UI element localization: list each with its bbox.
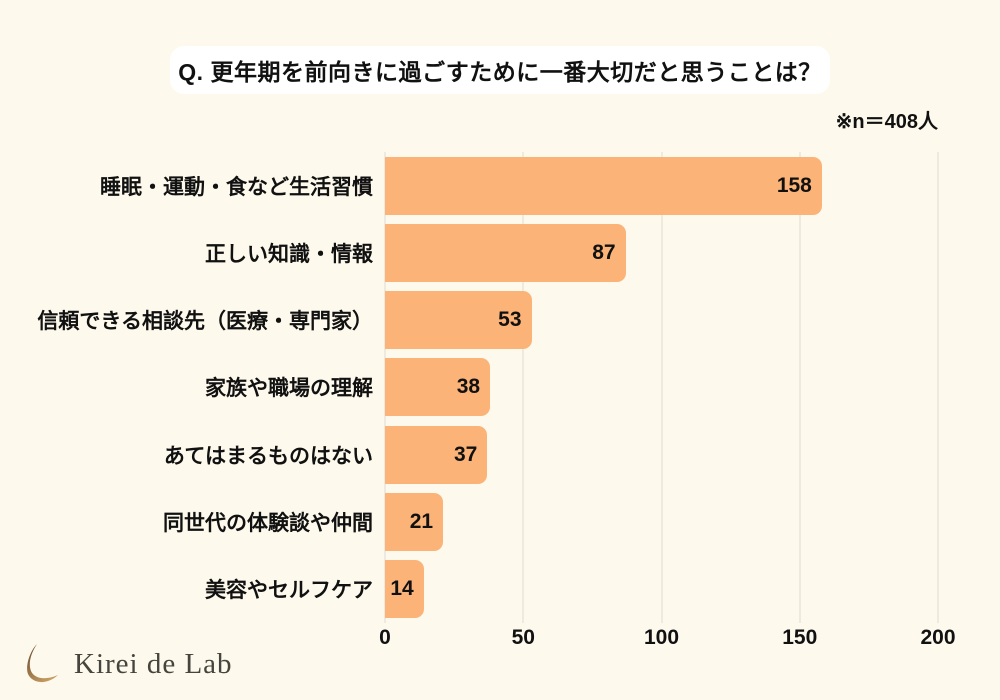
category-label: 家族や職場の理解 bbox=[205, 377, 373, 401]
bar-3: 38 bbox=[385, 358, 491, 417]
bar-value-label: 87 bbox=[592, 240, 616, 264]
bar-0: 158 bbox=[385, 156, 822, 215]
bar-row: 38 bbox=[385, 354, 938, 421]
chart-title: Q. 更年期を前向きに過ごすために一番大切だと思うことは？ bbox=[178, 59, 822, 85]
bar-value-label: 21 bbox=[409, 510, 434, 534]
gridline-150 bbox=[799, 152, 801, 623]
bar-6: 14 bbox=[385, 560, 424, 619]
brand-logo: Kirei de Lab bbox=[22, 641, 233, 687]
x-tick-label-100: 100 bbox=[643, 626, 680, 649]
bar-2: 53 bbox=[385, 291, 532, 350]
x-axis-tick-labels: 0 50 100 150 200 bbox=[379, 626, 955, 654]
bar-row: 87 bbox=[385, 219, 938, 286]
bar-row: 53 bbox=[385, 287, 938, 354]
bar-value-label: 158 bbox=[776, 173, 812, 197]
bar-4: 37 bbox=[385, 425, 488, 484]
x-tick-label-50: 50 bbox=[511, 626, 535, 649]
bar-row: 14 bbox=[385, 556, 938, 623]
category-label: 睡眠・運動・食など生活習慣 bbox=[100, 175, 373, 199]
category-label: 同世代の体験談や仲間 bbox=[163, 512, 373, 536]
x-tick-label-150: 150 bbox=[782, 626, 818, 649]
category-label: 信頼できる相談先（医療・専門家） bbox=[37, 310, 373, 334]
x-tick-label-200: 200 bbox=[920, 626, 956, 649]
bar-value-label: 37 bbox=[453, 442, 478, 466]
gridline-100 bbox=[661, 152, 662, 623]
bar-value-label: 14 bbox=[390, 577, 414, 601]
bars-layer: 158 87 53 38 37 21 14 bbox=[385, 152, 938, 623]
x-tick-label-0: 0 bbox=[379, 626, 391, 649]
chart-title-pill: Q. 更年期を前向きに過ごすために一番大切だと思うことは？ bbox=[170, 46, 830, 94]
category-label: あてはまるものはない bbox=[163, 444, 373, 468]
crescent-swoosh-icon bbox=[27, 644, 58, 683]
bar-5: 21 bbox=[385, 493, 444, 552]
gridline-50 bbox=[522, 152, 524, 623]
bar-value-label: 38 bbox=[456, 375, 481, 399]
bar-row: 21 bbox=[385, 488, 938, 555]
plot-area: 158 87 53 38 37 21 14 bbox=[384, 152, 939, 623]
gridline-200 bbox=[937, 152, 939, 623]
bar-row: 158 bbox=[385, 152, 938, 219]
category-axis-labels: 睡眠・運動・食など生活習慣正しい知識・情報信頼できる相談先（医療・専門家） 家族や… bbox=[0, 152, 373, 623]
bar-value-label: 53 bbox=[498, 308, 522, 332]
category-label: 美容やセルフケア bbox=[205, 579, 373, 603]
brand-logo-text: Kirei de Lab bbox=[74, 647, 233, 680]
category-label: 正しい知識・情報 bbox=[205, 242, 373, 266]
bar-1: 87 bbox=[385, 223, 626, 282]
bar-row: 37 bbox=[385, 421, 938, 488]
sample-size-note: ※n＝408人 bbox=[835, 111, 938, 133]
